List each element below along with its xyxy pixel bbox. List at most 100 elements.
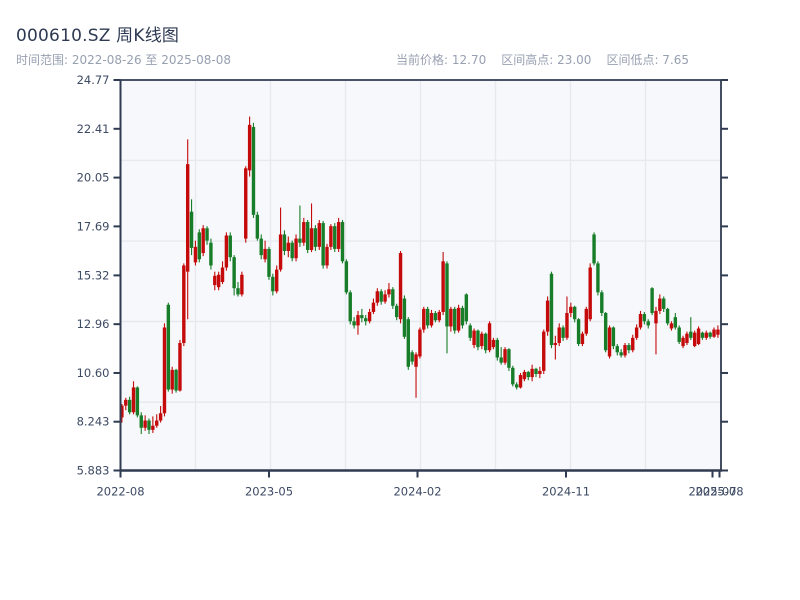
candle-body (689, 331, 693, 338)
candle-body (669, 323, 674, 329)
candle-body (162, 327, 167, 414)
x-axis-label: 2024-02 (393, 485, 441, 499)
candle-body (584, 308, 589, 334)
candle-body (410, 352, 414, 362)
candle-body (371, 302, 376, 312)
candle-body (662, 298, 666, 309)
candle-body (580, 333, 585, 345)
candle-body (665, 308, 670, 324)
candle-body (607, 327, 612, 357)
candle-body (255, 214, 260, 239)
candle-body (298, 238, 302, 243)
price-stats: 当前价格: 12.70 区间高点: 23.00 区间低点: 7.65 (396, 51, 689, 68)
candle-body (278, 234, 283, 270)
y-axis-label: 15.32 (77, 268, 110, 282)
candle-body (464, 294, 469, 322)
candle-body (216, 274, 221, 288)
candle-body (483, 333, 488, 351)
candle-body (236, 288, 240, 295)
candle-body (685, 333, 689, 343)
candle-body (561, 327, 565, 338)
candle-body (189, 211, 194, 248)
candle-body (174, 369, 178, 391)
candle-body (383, 294, 387, 302)
candle-body (251, 126, 256, 215)
candle-body (499, 357, 503, 363)
candle-body (654, 310, 658, 324)
candle-body (305, 222, 310, 250)
candle-body (538, 370, 542, 375)
candle-body (603, 313, 608, 351)
candle-body (681, 337, 685, 347)
x-axis-label: 2025-08 (695, 485, 743, 499)
candle-body (573, 306, 577, 320)
candle-body (534, 368, 538, 375)
candle-body (425, 308, 430, 326)
candle-body (526, 371, 530, 378)
y-axis-label: 22.41 (77, 122, 110, 136)
candle-body (673, 317, 678, 328)
candle-body (244, 168, 248, 239)
candle-body (336, 222, 341, 249)
candle-body (282, 234, 287, 251)
candle-body (460, 307, 465, 326)
candle-body (646, 321, 650, 326)
candle-body (619, 352, 623, 356)
time-range-subtitle: 时间范围: 2022-08-26 至 2025-08-08 (16, 53, 231, 67)
candle-body (379, 291, 383, 302)
candle-body (205, 228, 209, 241)
candle-body (716, 329, 720, 335)
y-axis-label: 5.883 (77, 464, 110, 478)
candle-body (375, 291, 380, 303)
candle-body (569, 306, 573, 314)
candle-body (356, 315, 360, 326)
candle-body (127, 399, 132, 413)
candle-body (480, 333, 484, 347)
candle-body (557, 327, 561, 343)
candle-body (344, 261, 349, 293)
candle-body (263, 248, 267, 260)
candle-body (232, 257, 236, 289)
candle-body (155, 420, 159, 426)
candle-body (139, 415, 143, 428)
candle-body (387, 289, 391, 295)
candle-body (503, 349, 507, 363)
candle-body (394, 305, 399, 318)
candle-body (275, 269, 279, 292)
candle-body (650, 288, 654, 314)
candle-body (166, 304, 171, 390)
candle-body (290, 242, 294, 259)
candle-body (143, 420, 147, 428)
candle-body (158, 413, 163, 421)
candle-body (220, 267, 225, 283)
candle-body (696, 328, 701, 345)
candle-body (553, 342, 558, 346)
candle-body (565, 313, 569, 338)
candle-body (545, 300, 550, 332)
y-axis-label: 20.05 (77, 171, 110, 185)
candle-body (445, 263, 449, 327)
candle-body (576, 319, 581, 345)
candle-body (240, 274, 244, 295)
candle-body (391, 289, 395, 306)
candle-body (414, 354, 418, 367)
candle-body (302, 222, 306, 243)
candle-body (317, 223, 321, 247)
candle-body (708, 332, 712, 337)
candle-body (507, 349, 511, 368)
candle-body (406, 319, 410, 367)
candle-body (286, 242, 291, 251)
candle-body (441, 261, 445, 312)
candle-body (247, 124, 252, 171)
candle-body (596, 263, 600, 293)
candle-body (522, 371, 527, 380)
candle-body (333, 226, 337, 249)
x-axis-label: 2024-11 (542, 485, 590, 499)
x-axis-label: 2025-07 (688, 485, 736, 499)
candle-body (456, 307, 461, 331)
candle-body (638, 314, 643, 328)
candle-body (367, 311, 372, 322)
candle-body (704, 332, 708, 338)
candle-body (197, 232, 202, 260)
